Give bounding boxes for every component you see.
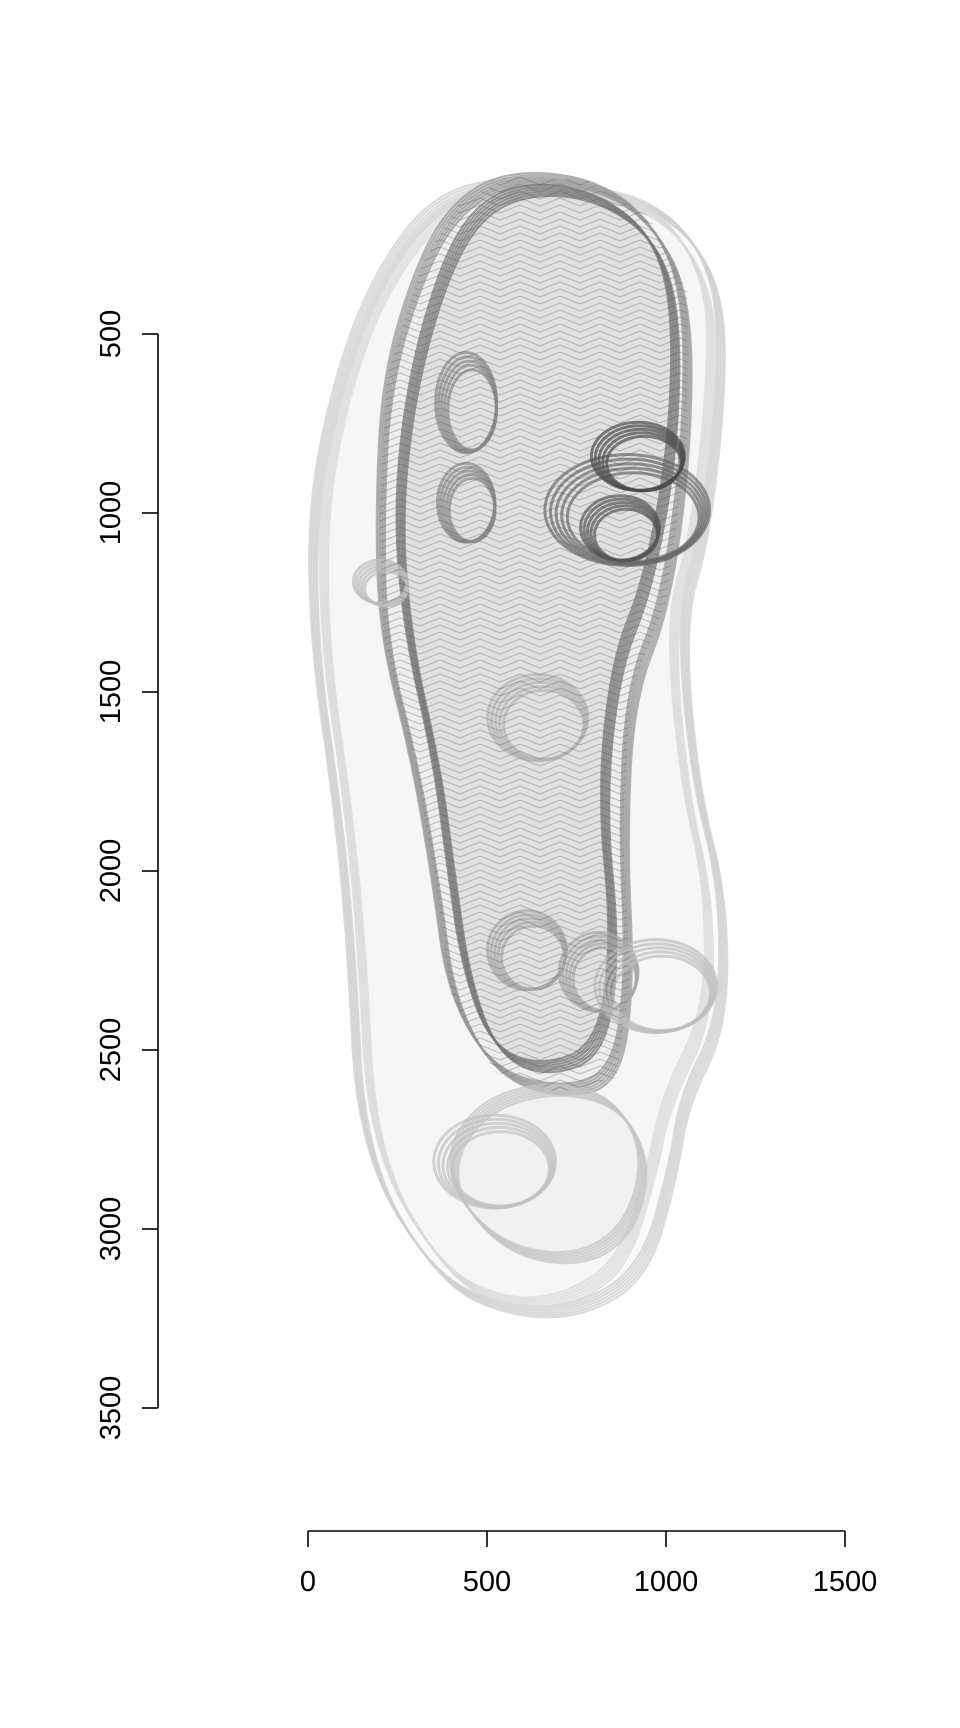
footprint-outline [318, 182, 717, 1310]
x-tick-label: 0 [300, 1566, 316, 1598]
footprint-ring [593, 938, 719, 1035]
x-tick-label: 1000 [634, 1566, 699, 1598]
x-axis: 0 500 1000 1500 [300, 1530, 878, 1598]
footprint-ring [589, 420, 686, 493]
y-tick-label: 500 [95, 310, 127, 358]
footprint-ring [432, 1113, 558, 1210]
footprint-ring [486, 673, 590, 763]
y-tick-label: 2500 [95, 1018, 127, 1083]
x-tick-label: 1500 [813, 1566, 878, 1598]
footprint-ring [434, 351, 499, 455]
footprint-outline [395, 183, 681, 1074]
footprint-ring [579, 494, 661, 563]
y-tick-label: 3500 [95, 1376, 127, 1441]
y-tick-label: 1500 [95, 660, 127, 725]
footprint-ring [351, 558, 410, 608]
y-tick-label: 3000 [95, 1197, 127, 1262]
footprint-ring [436, 461, 497, 544]
x-tick-label: 500 [463, 1566, 511, 1598]
footprint-density-layer [308, 171, 729, 1319]
y-axis: 500 1000 1500 2000 2500 3000 3500 [95, 310, 159, 1441]
y-tick-label: 2000 [95, 839, 127, 904]
y-tick-label: 1000 [95, 481, 127, 546]
